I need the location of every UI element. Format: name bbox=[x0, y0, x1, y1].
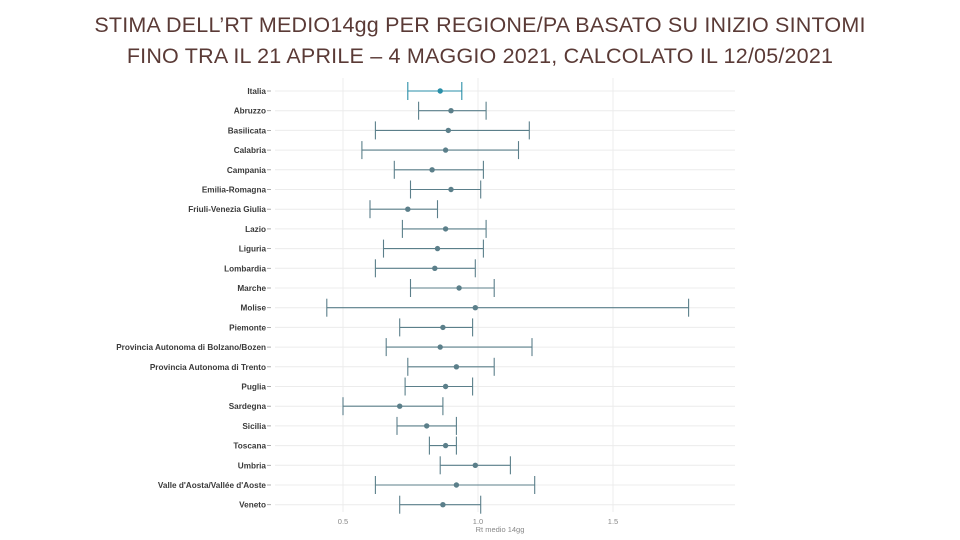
region-label-abruzzo: Abruzzo bbox=[234, 107, 266, 116]
rt-point-basilicata bbox=[445, 127, 451, 134]
rt-point-provincia-autonoma-di-bolzano-bozen bbox=[437, 344, 443, 350]
chart-title-line-2: FINO TRA IL 21 APRILE – 4 MAGGIO 2021, C… bbox=[126, 44, 834, 68]
region-label-lazio: Lazio bbox=[245, 225, 266, 234]
x-axis-title: Rt medio 14gg bbox=[476, 525, 525, 534]
rt-point-sicilia bbox=[424, 423, 430, 429]
rt-point-marche bbox=[456, 285, 462, 291]
chart-title: STIMA DELL’RT MEDIO14gg PER REGIONE/PA B… bbox=[0, 10, 960, 72]
region-label-liguria: Liguria bbox=[239, 245, 267, 254]
rt-point-molise bbox=[472, 305, 478, 311]
x-tick-label-0: 0.5 bbox=[338, 517, 348, 526]
region-label-valle-d-aosta-vall-e-d-aoste: Valle d'Aosta/Vallée d'Aoste bbox=[158, 481, 267, 490]
rt-point-liguria bbox=[434, 245, 441, 252]
region-label-piemonte: Piemonte bbox=[229, 323, 266, 332]
rt-point-lazio bbox=[442, 226, 449, 232]
region-label-lombardia: Lombardia bbox=[224, 264, 266, 273]
rt-point-emilia-romagna bbox=[448, 186, 454, 193]
rt-point-provincia-autonoma-di-trento bbox=[453, 364, 460, 370]
region-label-italia: Italia bbox=[247, 87, 266, 96]
region-label-molise: Molise bbox=[241, 304, 267, 313]
rt-point-friuli-venezia-giulia bbox=[405, 206, 411, 212]
rt-point-lombardia bbox=[432, 265, 438, 271]
rt-point-veneto bbox=[440, 502, 446, 508]
region-label-provincia-autonoma-di-trento: Provincia Autonoma di Trento bbox=[150, 363, 266, 372]
region-label-sardegna: Sardegna bbox=[229, 402, 267, 411]
region-label-campania: Campania bbox=[227, 166, 267, 175]
region-label-provincia-autonoma-di-bolzano-bozen: Provincia Autonoma di Bolzano/Bozen bbox=[116, 343, 266, 352]
region-label-calabria: Calabria bbox=[234, 146, 267, 155]
region-label-veneto: Veneto bbox=[239, 501, 266, 510]
rt-point-valle-d-aosta-vall-e-d-aoste bbox=[453, 482, 460, 488]
rt-point-toscana bbox=[442, 442, 449, 449]
region-label-toscana: Toscana bbox=[233, 442, 266, 451]
rt-point-campania bbox=[429, 167, 435, 173]
x-tick-label-1: 1.0 bbox=[473, 517, 483, 526]
rt-point-abruzzo bbox=[448, 108, 454, 114]
region-label-sicilia: Sicilia bbox=[242, 422, 266, 431]
chart-title-line-1: STIMA DELL’RT MEDIO14gg PER REGIONE/PA B… bbox=[94, 13, 866, 37]
region-label-emilia-romagna: Emilia-Romagna bbox=[202, 186, 267, 195]
region-label-marche: Marche bbox=[237, 284, 266, 293]
rt-point-calabria bbox=[442, 147, 449, 153]
rt-point-italia bbox=[437, 88, 443, 94]
region-label-friuli-venezia-giulia: Friuli-Venezia Giulia bbox=[188, 205, 266, 214]
rt-point-sardegna bbox=[397, 403, 403, 409]
rt-point-puglia bbox=[442, 383, 449, 390]
x-tick-label-2: 1.5 bbox=[608, 517, 618, 526]
rt-point-umbria bbox=[472, 462, 478, 468]
region-label-umbria: Umbria bbox=[238, 461, 267, 470]
rt-point-piemonte bbox=[440, 324, 446, 331]
region-label-puglia: Puglia bbox=[241, 383, 266, 392]
region-label-basilicata: Basilicata bbox=[228, 126, 267, 135]
